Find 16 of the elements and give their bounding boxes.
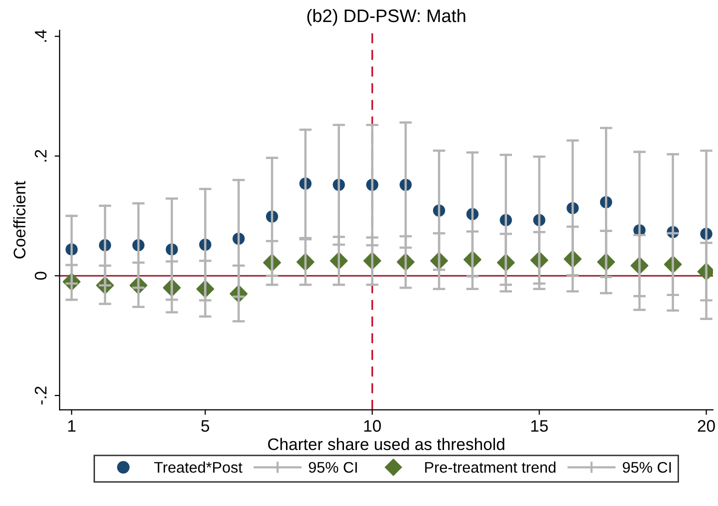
x-tick-label: 10 [364,420,381,432]
y-tick-label: .2 [34,150,46,162]
legend-label: Treated*Post [154,462,242,473]
legend-label: Pre-treatment trend [425,462,556,473]
chart-title: (b2) DD-PSW: Math [307,8,466,26]
x-tick-label: 15 [531,420,548,432]
y-tick-label: -.2 [34,386,46,404]
x-tick-label: 5 [201,420,210,432]
x-axis-title: Charter share used as threshold [268,438,504,450]
x-tick-label: 20 [698,420,715,432]
text: 95% CI [308,462,357,473]
y-tick-label: .4 [34,30,46,42]
y-tick-label: 0 [34,272,47,280]
x-tick-label: 1 [68,420,76,432]
y-axis-title: Coefficient [13,181,26,258]
text: 95% CI [622,462,671,473]
